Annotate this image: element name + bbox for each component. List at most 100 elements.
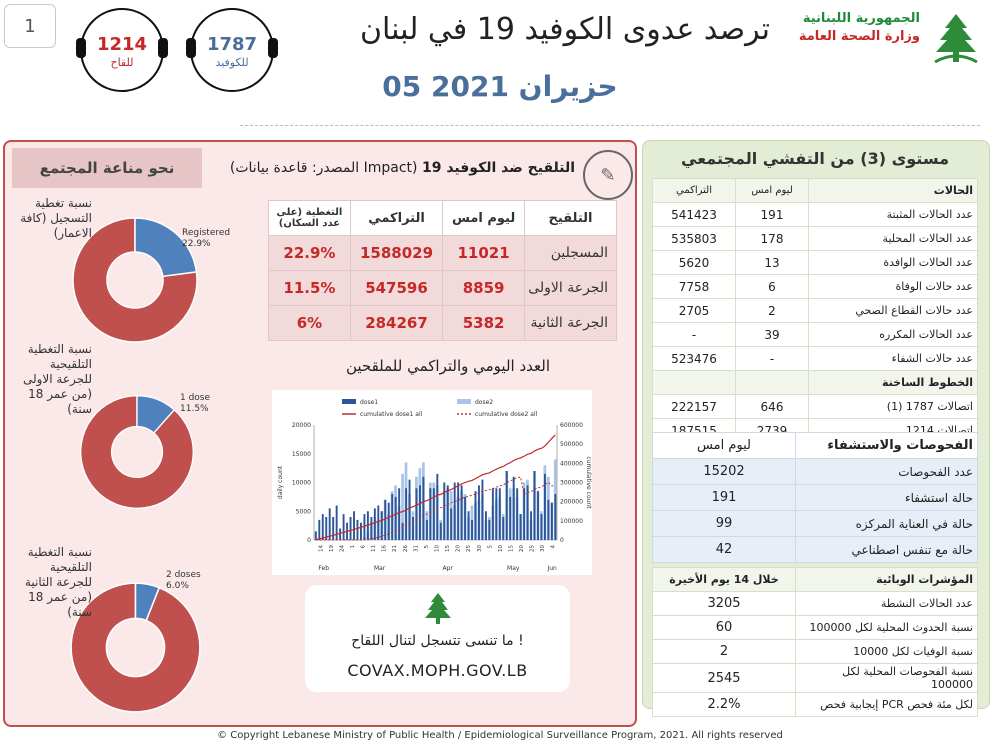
bar-dose1 — [512, 476, 515, 540]
hotline-covid: 1787 للكوفيد — [186, 8, 278, 92]
cell-label: حالة استشفاء — [795, 484, 978, 511]
bar-dose1 — [335, 505, 338, 540]
bar-dose1 — [384, 499, 387, 540]
table-row: 2545 نسبة الفحوصات المحلية لكل 100000 — [652, 663, 978, 693]
bar-dose1 — [453, 482, 456, 540]
cell-cumulative: 5620 — [652, 250, 736, 275]
table-row: 42 حالة مع تنفس اصطناعي — [652, 536, 978, 563]
x-tick-label: 4 — [551, 545, 557, 549]
bar-dose1 — [339, 528, 342, 540]
col-yesterday: ليوم امس — [735, 178, 809, 203]
slice-name: 1 dose — [180, 393, 211, 403]
bar-dose1 — [505, 471, 508, 540]
cell-label: عدد الحالات المحلية — [808, 226, 978, 251]
cell-cumulative: 547596 — [349, 270, 444, 306]
bar-dose1 — [554, 494, 557, 540]
bar-dose1 — [377, 505, 380, 540]
table-row: 15202 عدد الفحوصات — [652, 458, 978, 485]
cell-yesterday: 5382 — [442, 305, 526, 341]
chart-title: العدد اليومي والتراكمي للملقحين — [345, 357, 550, 375]
cell-cumulative: 1588029 — [349, 235, 444, 271]
donut-first-dose-label: نسبة التغطية التلقيحية للجرعة الاولى (من… — [22, 342, 92, 416]
cell-cumulative: 541423 — [652, 202, 736, 227]
page-title: ترصد عدوى الكوفيد 19 في لبنان — [359, 12, 770, 47]
cell-yesterday: 2 — [735, 298, 809, 323]
bar-dose1 — [412, 517, 414, 540]
syringe-icon: ✎ — [583, 150, 633, 200]
legend-label: cumulative dose2 all — [475, 411, 538, 418]
bar-dose1 — [488, 519, 491, 540]
bar-dose1 — [439, 522, 442, 540]
cell-yesterday: 191 — [735, 202, 809, 227]
covax-box: ما تنسى تتسجل لتنال اللقاح ! COVAX.MOPH.… — [305, 585, 570, 692]
table-row: 22.9% 1588029 11021 المسجلين — [268, 235, 617, 271]
y-tick-label: 15000 — [292, 451, 311, 458]
cell-label: عدد الحالات المكرره — [808, 322, 978, 347]
x-tick-label: 15 — [445, 545, 451, 552]
cell-label: حالة في العناية المركزه — [795, 510, 978, 537]
cell-value: 15202 — [652, 458, 796, 485]
legend-label: dose2 — [475, 399, 493, 406]
hotlines-header: الخطوط الساخنة — [808, 370, 978, 395]
cell-label: المسجلين — [524, 235, 617, 271]
cell-yesterday: 11021 — [442, 235, 526, 271]
col-cumulative: التراكمي — [349, 200, 444, 236]
headset-right-icon — [158, 38, 168, 58]
cell-cumulative: 222157 — [652, 394, 736, 419]
bar-dose1 — [325, 517, 328, 540]
y-tick-label: 10000 — [292, 480, 311, 487]
cell-label: الجرعة الثانية — [524, 305, 617, 341]
x-tick-label: 20 — [519, 545, 525, 552]
epi-header: المؤشرات الوبائية — [795, 567, 978, 592]
table-row: 222157 646 اتصالات 1787 (1) — [652, 394, 978, 419]
x-tick-label: 25 — [466, 545, 472, 552]
cell-cumulative: 2705 — [652, 298, 736, 323]
x-tick-label: 21 — [392, 545, 398, 552]
cell-value: 60 — [652, 615, 796, 640]
hotline-covid-label: للكوفيد — [215, 56, 249, 69]
donut-registered-slice-label: Registered 22.9% — [182, 228, 230, 250]
community-heading: مستوى (3) من التفشي المجتمعي — [681, 149, 949, 168]
covax-url[interactable]: COVAX.MOPH.GOV.LB — [347, 661, 528, 680]
hotline-covid-number: 1787 — [206, 34, 258, 55]
donut-slice-covered — [136, 395, 176, 434]
slice-name: Registered — [182, 228, 231, 238]
table-row: -39 عدد الحالات المكرره — [652, 322, 978, 347]
hospital-table: ليوم امس الفحوصات والاستشفاء 15202 عدد ال… — [652, 432, 978, 563]
slice-value: 6.0% — [166, 581, 189, 591]
bar-dose1 — [363, 514, 366, 540]
bar-dose1 — [359, 522, 362, 540]
cell-cumulative: 284267 — [349, 305, 444, 341]
x-tick-label: 1 — [350, 545, 356, 549]
month-label: Apr — [442, 565, 453, 572]
legend-label: cumulative dose1 all — [360, 411, 423, 418]
cell-label: عدد حالات القطاع الصحي — [808, 298, 978, 323]
table-row: 541423 191 عدد الحالات المثبتة — [652, 202, 978, 227]
x-tick-label: 5 — [487, 545, 493, 549]
cell-value: 42 — [652, 536, 796, 563]
epi-sub: خلال 14 يوم الأخيرة — [652, 567, 796, 592]
cell-yesterday: 8859 — [442, 270, 526, 306]
y2-tick-label: 600000 — [560, 422, 583, 429]
cell-label: عدد حالات الوفاة — [808, 274, 978, 299]
hotlines-header-row: الخطوط الساخنة — [652, 370, 978, 395]
donut-second-dose-slice-label: 2 doses 6.0% — [166, 570, 201, 592]
bar-dose1 — [429, 488, 432, 540]
line-cumulative-dose2 — [315, 476, 556, 541]
col-cumulative: التراكمي — [652, 178, 736, 203]
table-row: 60 نسبة الحدوث المحلية لكل 100000 — [652, 615, 978, 640]
cell-label: الجرعة الاولى — [524, 270, 617, 306]
bar-dose2 — [401, 473, 404, 540]
y2-tick-label: 300000 — [560, 480, 583, 487]
cell-value: 2.2% — [652, 692, 796, 717]
bar-dose1 — [408, 479, 411, 540]
y2-tick-label: 200000 — [560, 499, 583, 506]
page-number: 1 — [4, 4, 56, 48]
cell-label: حالة مع تنفس اصطناعي — [795, 536, 978, 563]
col-yesterday: ليوم امس — [442, 200, 526, 236]
bar-dose1 — [446, 485, 449, 540]
bar-dose1 — [502, 517, 505, 540]
bar-dose1 — [530, 511, 533, 540]
hospital-sub: ليوم امس — [652, 432, 796, 459]
cell-label: نسبة الوفيات لكل 10000 — [795, 639, 978, 664]
